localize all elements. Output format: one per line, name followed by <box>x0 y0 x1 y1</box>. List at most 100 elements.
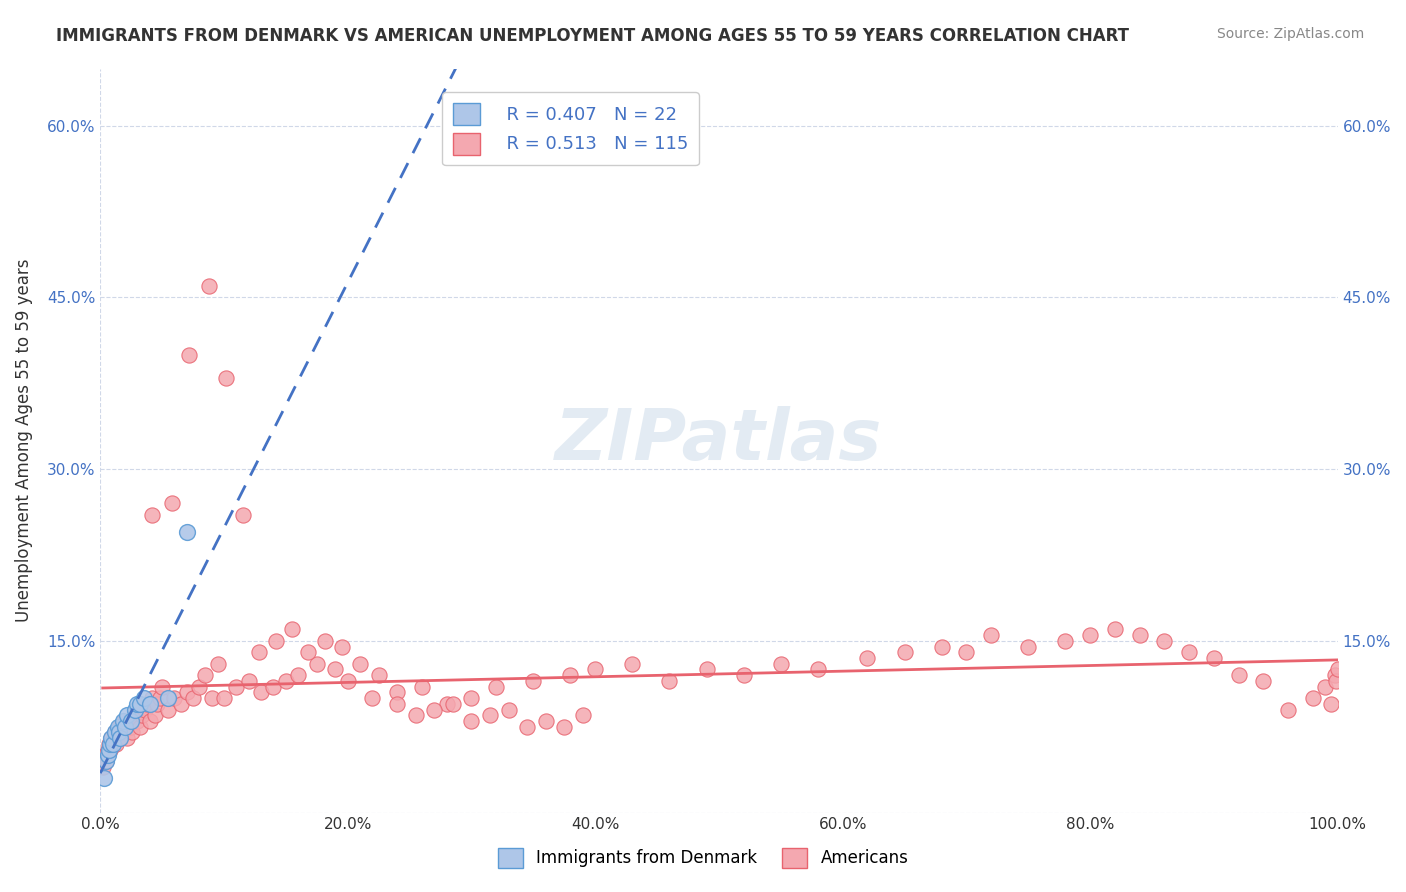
Point <box>97 737 120 751</box>
Point <box>479 708 502 723</box>
Point <box>107 720 129 734</box>
Point <box>583 663 606 677</box>
Point <box>124 708 146 723</box>
Point <box>297 645 319 659</box>
Point <box>114 720 136 734</box>
Point <box>733 668 755 682</box>
Point <box>314 633 336 648</box>
Point <box>103 731 125 746</box>
Y-axis label: Unemployment Among Ages 55 to 59 years: Unemployment Among Ages 55 to 59 years <box>15 259 32 623</box>
Point <box>1253 673 1275 688</box>
Point <box>157 702 180 716</box>
Point <box>232 508 254 522</box>
Point <box>387 685 409 699</box>
Point <box>553 720 575 734</box>
Point <box>215 370 238 384</box>
Point <box>136 697 159 711</box>
Point <box>1178 645 1201 659</box>
Point <box>441 697 464 711</box>
Point <box>1320 697 1343 711</box>
Point <box>485 680 508 694</box>
Point <box>1078 628 1101 642</box>
Point <box>96 754 118 768</box>
Point <box>522 673 544 688</box>
Point <box>1277 702 1299 716</box>
Point <box>336 673 359 688</box>
Point <box>105 737 128 751</box>
Point <box>263 680 285 694</box>
Point <box>1326 663 1348 677</box>
Point <box>1227 668 1250 682</box>
Point <box>104 725 127 739</box>
Point <box>128 697 150 711</box>
Point <box>1202 651 1225 665</box>
Point <box>131 708 153 723</box>
Point <box>621 657 644 671</box>
Point <box>807 663 830 677</box>
Point <box>201 691 224 706</box>
Point <box>160 496 183 510</box>
Point <box>134 702 156 716</box>
Point <box>117 708 139 723</box>
Point <box>94 748 117 763</box>
Point <box>124 702 146 716</box>
Point <box>104 725 127 739</box>
Point <box>108 720 131 734</box>
Point <box>198 279 221 293</box>
Point <box>572 708 595 723</box>
Point <box>100 731 122 746</box>
Text: Source: ZipAtlas.com: Source: ZipAtlas.com <box>1216 27 1364 41</box>
Point <box>101 737 124 751</box>
Point <box>274 673 297 688</box>
Point <box>247 645 270 659</box>
Point <box>170 697 193 711</box>
Point <box>361 691 384 706</box>
Point <box>1315 680 1337 694</box>
Point <box>1302 691 1324 706</box>
Point <box>97 748 120 763</box>
Legend: Immigrants from Denmark, Americans: Immigrants from Denmark, Americans <box>491 841 915 875</box>
Point <box>460 714 482 728</box>
Point <box>176 685 198 699</box>
Point <box>250 685 273 699</box>
Point <box>127 714 149 728</box>
Point <box>1129 628 1152 642</box>
Point <box>980 628 1002 642</box>
Point <box>112 714 135 728</box>
Legend:   R = 0.407   N = 22,   R = 0.513   N = 115: R = 0.407 N = 22, R = 0.513 N = 115 <box>441 93 699 165</box>
Point <box>405 708 427 723</box>
Point <box>127 697 149 711</box>
Point <box>176 525 198 540</box>
Point <box>111 725 134 739</box>
Point <box>150 680 173 694</box>
Point <box>281 623 304 637</box>
Point <box>108 725 131 739</box>
Point <box>658 673 681 688</box>
Text: ZIPatlas: ZIPatlas <box>555 406 883 475</box>
Point <box>423 702 446 716</box>
Point <box>769 657 792 671</box>
Point <box>287 668 309 682</box>
Point <box>1104 623 1126 637</box>
Point <box>498 702 520 716</box>
Point <box>305 657 328 671</box>
Point <box>100 731 122 746</box>
Point <box>117 731 139 746</box>
Point <box>179 348 201 362</box>
Point <box>98 742 121 756</box>
Point <box>93 771 115 785</box>
Point <box>120 714 142 728</box>
Point <box>141 508 163 522</box>
Point <box>141 691 163 706</box>
Point <box>181 691 204 706</box>
Point <box>349 657 371 671</box>
Point <box>149 691 172 706</box>
Point <box>387 697 409 711</box>
Point <box>132 691 155 706</box>
Point <box>108 731 131 746</box>
Point <box>1054 633 1077 648</box>
Point <box>411 680 433 694</box>
Point <box>1324 668 1347 682</box>
Point <box>163 691 186 706</box>
Point <box>560 668 582 682</box>
